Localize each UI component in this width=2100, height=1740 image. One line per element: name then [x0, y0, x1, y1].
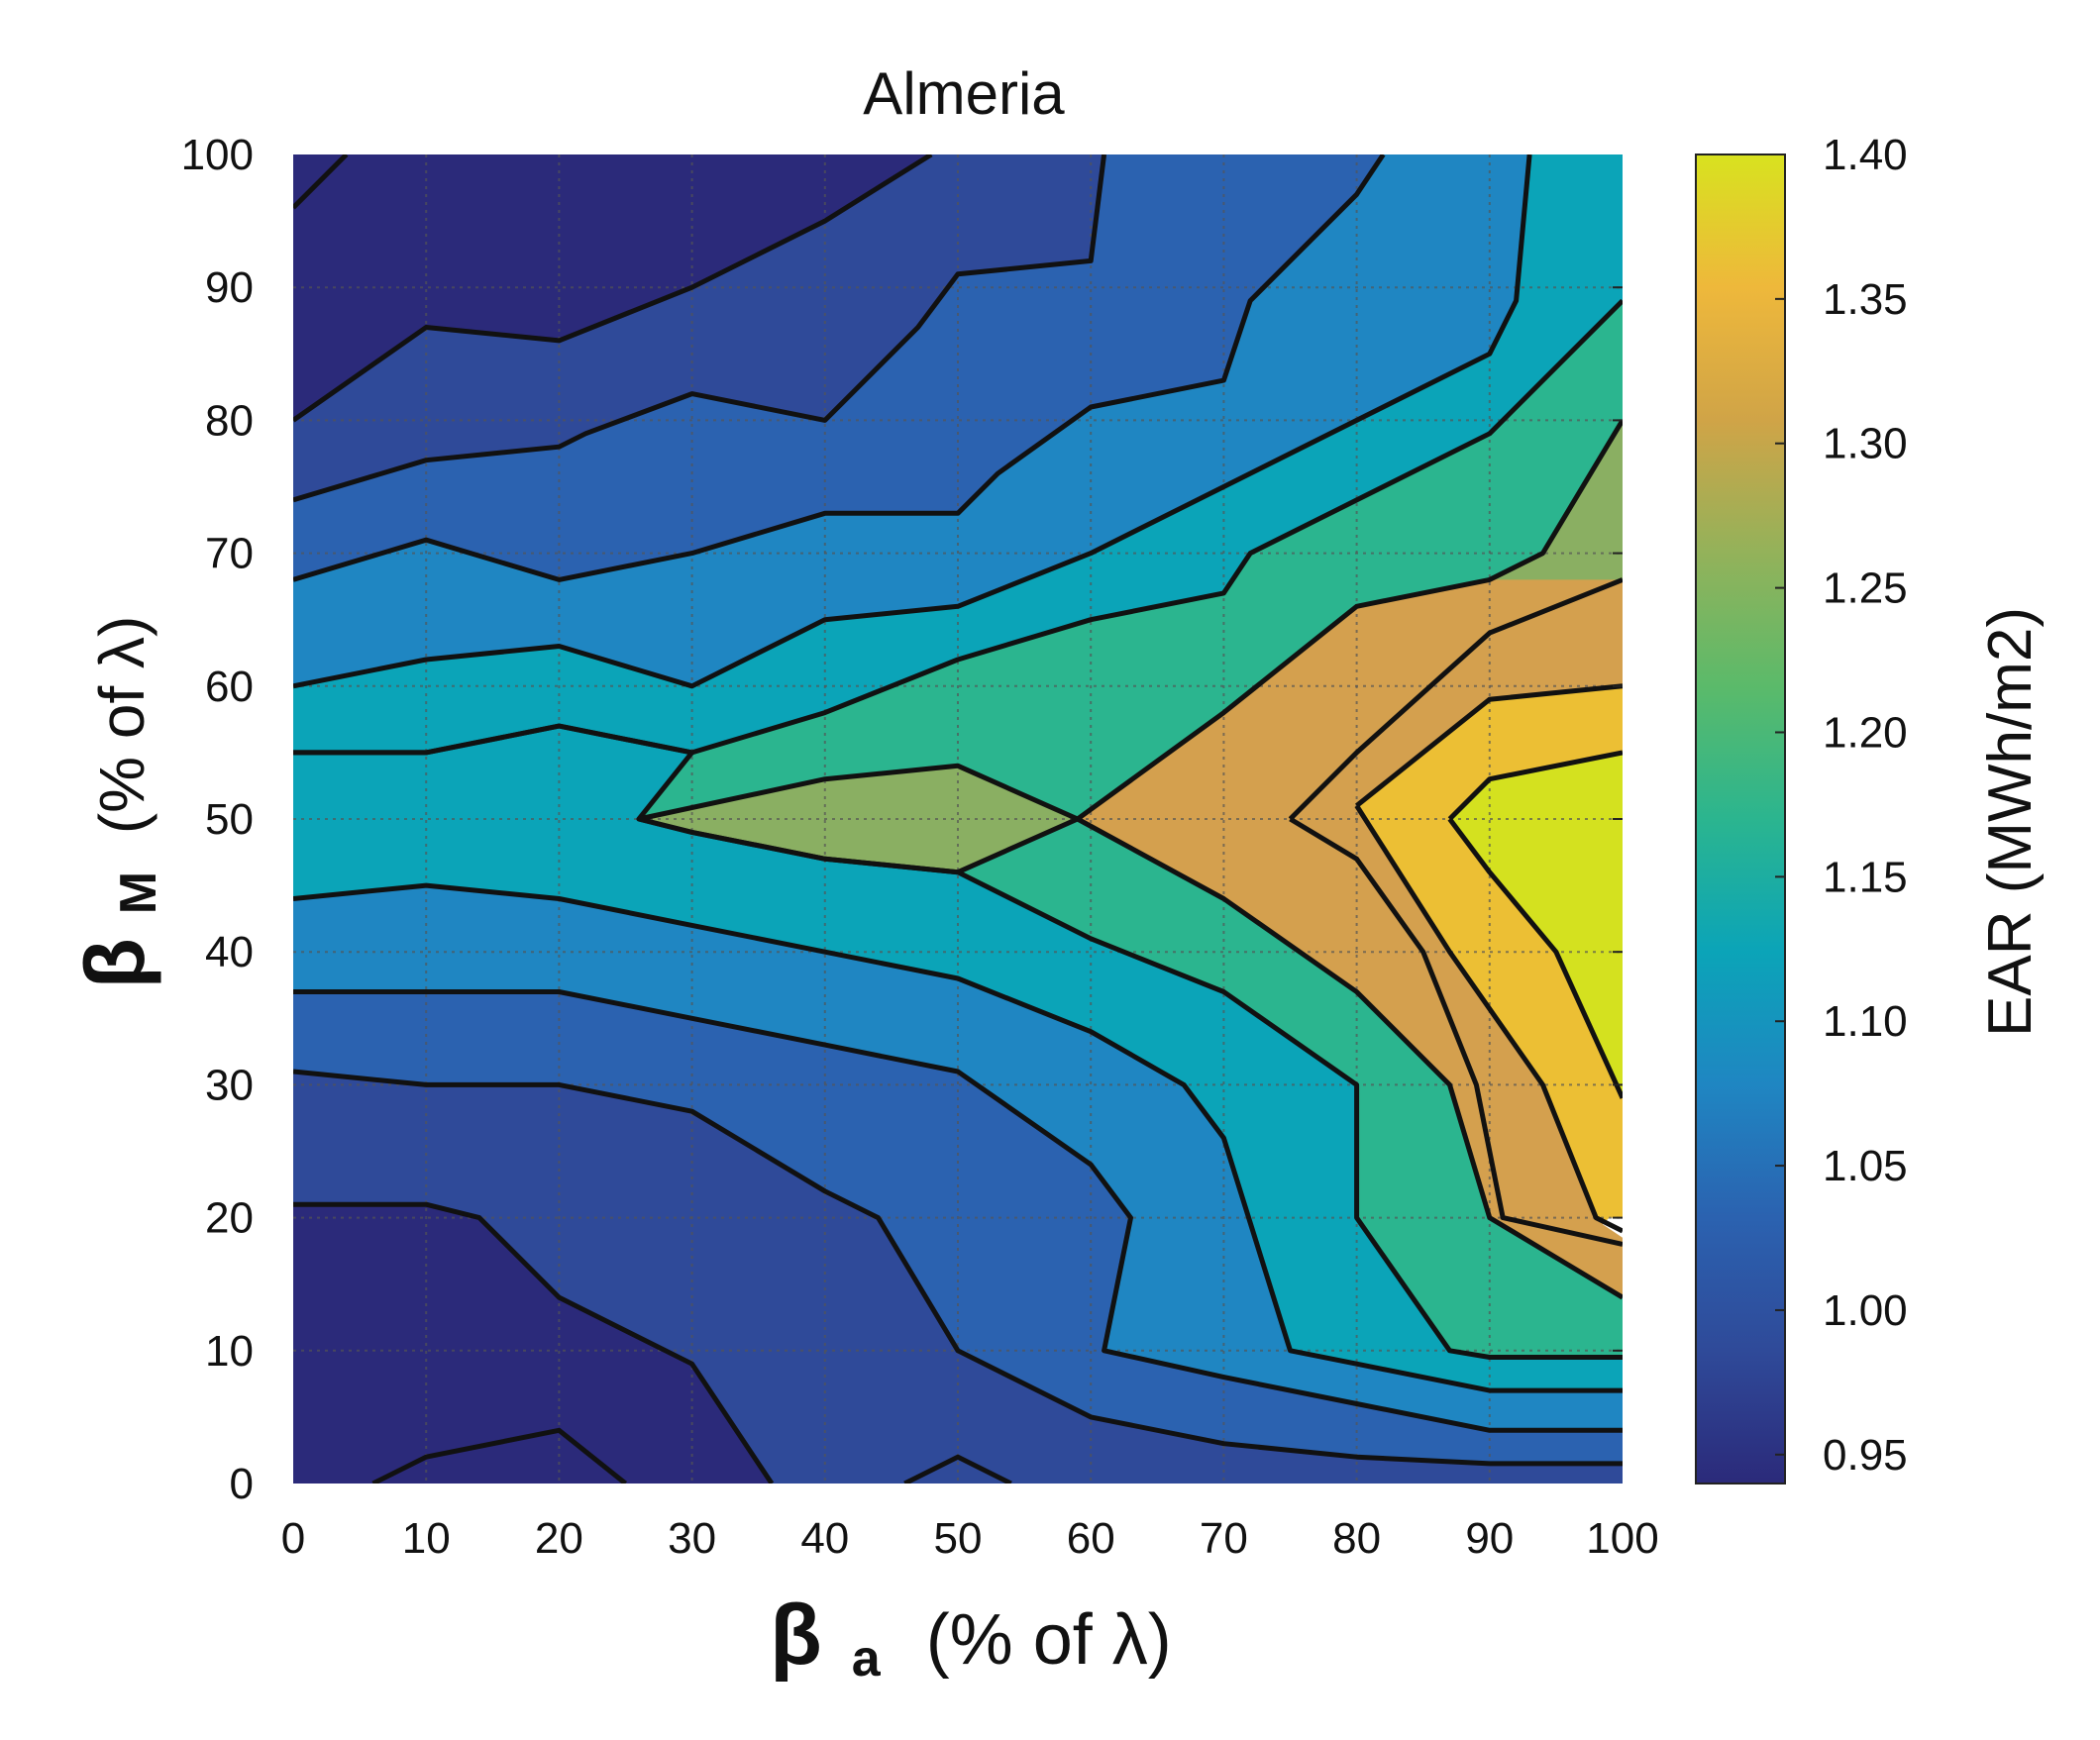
- contour-line-0-95-2: [903, 1454, 1012, 1484]
- colorbar-tick-label-1.15: 1.15: [1823, 853, 1908, 901]
- x-axis-unit: (% of λ): [926, 1600, 1172, 1680]
- colorbar-tick-label-1.30: 1.30: [1823, 420, 1908, 468]
- colorbar-tick-label-1.25: 1.25: [1823, 564, 1908, 613]
- contour-line-1-35-18: [1355, 683, 1623, 808]
- y-axis-unit: (% of λ): [86, 616, 158, 834]
- contour-line-1-4-20: [1447, 750, 1623, 821]
- contour-line-1-25-14: [1076, 419, 1623, 822]
- contour-line-1-3-17: [1289, 816, 1623, 1247]
- colorbar-tick-label-1.10: 1.10: [1823, 997, 1908, 1046]
- contour-line-1-4: [293, 1201, 775, 1484]
- x-tick-label-40: 40: [800, 1514, 849, 1563]
- contour-line-1-35-19: [1354, 804, 1623, 1234]
- contour-line-1-1-7: [293, 154, 1386, 582]
- contour-line-1-3: [293, 154, 933, 423]
- y-tick-label-100: 100: [181, 131, 254, 179]
- colorbar-tick-label-1.00: 1.00: [1823, 1286, 1908, 1335]
- x-tick-label-100: 100: [1586, 1514, 1658, 1563]
- colorbar-ticks: 0.95 1.00 1.05 1.10 1.15 1.20 1.25 1.30 1.35 1.40: [1775, 131, 1908, 1480]
- x-tick-label-90: 90: [1465, 1514, 1514, 1563]
- colorbar-tick-label-1.20: 1.20: [1823, 708, 1908, 757]
- y-axis-label: β M (% of λ): [68, 616, 169, 989]
- colorbar-label: EAR (MWh/m2): [1976, 607, 2045, 1037]
- contour-fills: [293, 154, 1623, 1484]
- colorbar-tick-label-1.35: 1.35: [1823, 275, 1908, 324]
- colorbar-tick-label-1.40: 1.40: [1823, 131, 1908, 179]
- x-tick-label-60: 60: [1067, 1514, 1115, 1563]
- colorbar: [1695, 154, 1786, 1484]
- y-axis: 0 10 20 30 40 50 60 70 80 90 100: [181, 131, 254, 1508]
- contour-line-0-95-1: [371, 1427, 628, 1484]
- x-tick-label-80: 80: [1332, 1514, 1381, 1563]
- contour-line-0-95-0: [293, 154, 349, 210]
- contour-line-1-3-16: [1288, 577, 1623, 821]
- x-axis: 0 10 20 30 40 50 60 70 80 90 100: [281, 1514, 1659, 1563]
- y-tick-label-10: 10: [205, 1327, 254, 1376]
- contour-lines: [293, 154, 1623, 1484]
- y-tick-label-40: 40: [205, 928, 254, 976]
- chart-title: Almeria: [863, 60, 1065, 127]
- colorbar-tick-label-0.95: 0.95: [1823, 1431, 1908, 1480]
- x-axis-label: β a (% of λ): [770, 1587, 1171, 1691]
- y-tick-label-70: 70: [205, 530, 254, 578]
- y-tick-label-90: 90: [205, 263, 254, 312]
- contour-line-1-05-6: [293, 1069, 1623, 1467]
- y-tick-label-30: 30: [205, 1061, 254, 1109]
- plot-area: [293, 154, 1623, 1484]
- colorbar-tick-label-1.05: 1.05: [1823, 1142, 1908, 1190]
- y-axis-subscript: M: [110, 871, 167, 914]
- x-tick-label-50: 50: [934, 1514, 983, 1563]
- colorbar-gradient: [1695, 154, 1786, 1484]
- x-tick-label-20: 20: [535, 1514, 583, 1563]
- y-tick-label-0: 0: [230, 1460, 254, 1508]
- contour-line-1-05-5: [293, 154, 1107, 503]
- x-tick-label-30: 30: [668, 1514, 716, 1563]
- contour-line-1-25-15: [1076, 816, 1623, 1300]
- x-axis-symbol: β: [770, 1587, 822, 1683]
- y-tick-label-80: 80: [205, 396, 254, 445]
- y-tick-label-60: 60: [205, 663, 254, 711]
- x-tick-label-0: 0: [281, 1514, 305, 1563]
- x-tick-label-10: 10: [402, 1514, 451, 1563]
- y-tick-label-50: 50: [205, 795, 254, 844]
- y-axis-symbol: β: [68, 938, 161, 988]
- x-axis-subscript: a: [852, 1630, 882, 1688]
- contour-line-1-1-8: [293, 989, 1623, 1433]
- contour-line-1-25-13: [638, 763, 1081, 875]
- x-tick-label-70: 70: [1200, 1514, 1248, 1563]
- contour-line-1-15-9: [293, 154, 1532, 689]
- y-tick-label-20: 20: [205, 1194, 254, 1243]
- contour-line-1-15-10: [293, 882, 1623, 1393]
- contour-region-1-30-8: [1077, 819, 1623, 1298]
- contour-line-1-4-21: [1447, 817, 1623, 1099]
